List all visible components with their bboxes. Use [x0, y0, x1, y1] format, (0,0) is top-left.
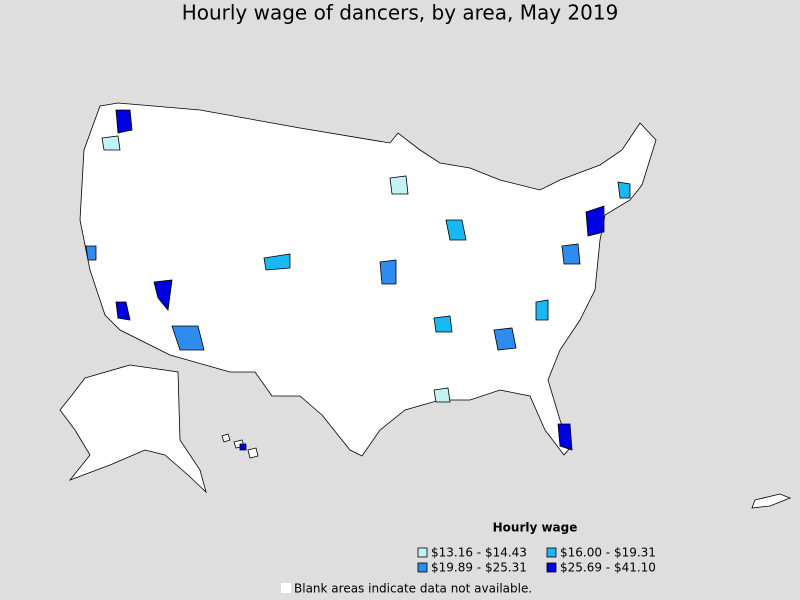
us-map: [59, 102, 792, 509]
area-washington: [561, 243, 581, 265]
legend-title: Hourly wage: [493, 521, 578, 535]
area-boston: [617, 181, 631, 199]
legend-label: $19.89 - $25.31: [431, 561, 527, 575]
area-atlanta: [493, 327, 517, 351]
alaska: [59, 364, 207, 494]
hawaii-1: [221, 433, 231, 443]
map-title: Hourly wage of dancers, by area, May 201…: [182, 1, 619, 25]
legend-label: $25.69 - $41.10: [560, 561, 656, 575]
area-minneapolis: [389, 175, 409, 195]
area-kansas-city: [379, 259, 397, 285]
area-new-orleans: [433, 387, 451, 403]
legend: $13.16 - $14.43 $16.00 - $19.31 $19.89 - $…: [417, 546, 656, 575]
contiguous-us: [79, 102, 657, 457]
area-los-angeles: [115, 301, 131, 321]
hawaii-3: [247, 447, 259, 459]
area-honolulu: [239, 443, 247, 451]
area-denver: [263, 253, 291, 271]
legend-swatch: [546, 547, 557, 558]
note-swatch: [281, 583, 291, 593]
legend-swatch: [546, 562, 557, 573]
area-new-york: [585, 205, 605, 237]
area-nashville: [433, 315, 453, 333]
footnote: Blank areas indicate data not available.: [294, 582, 532, 596]
area-miami: [557, 423, 573, 451]
legend-label: $13.16 - $14.43: [431, 546, 527, 560]
wage-areas: [85, 109, 631, 451]
area-phoenix: [171, 325, 205, 351]
legend-label: $16.00 - $19.31: [560, 546, 656, 560]
legend-swatch: [417, 562, 428, 573]
area-las-vegas: [153, 279, 173, 311]
area-chicago: [445, 219, 467, 241]
puerto-rico: [751, 493, 792, 509]
area-san-francisco: [85, 245, 97, 261]
legend-swatch: [417, 547, 428, 558]
area-portland: [101, 135, 121, 151]
area-seattle: [115, 109, 133, 134]
area-charlotte: [535, 299, 549, 321]
